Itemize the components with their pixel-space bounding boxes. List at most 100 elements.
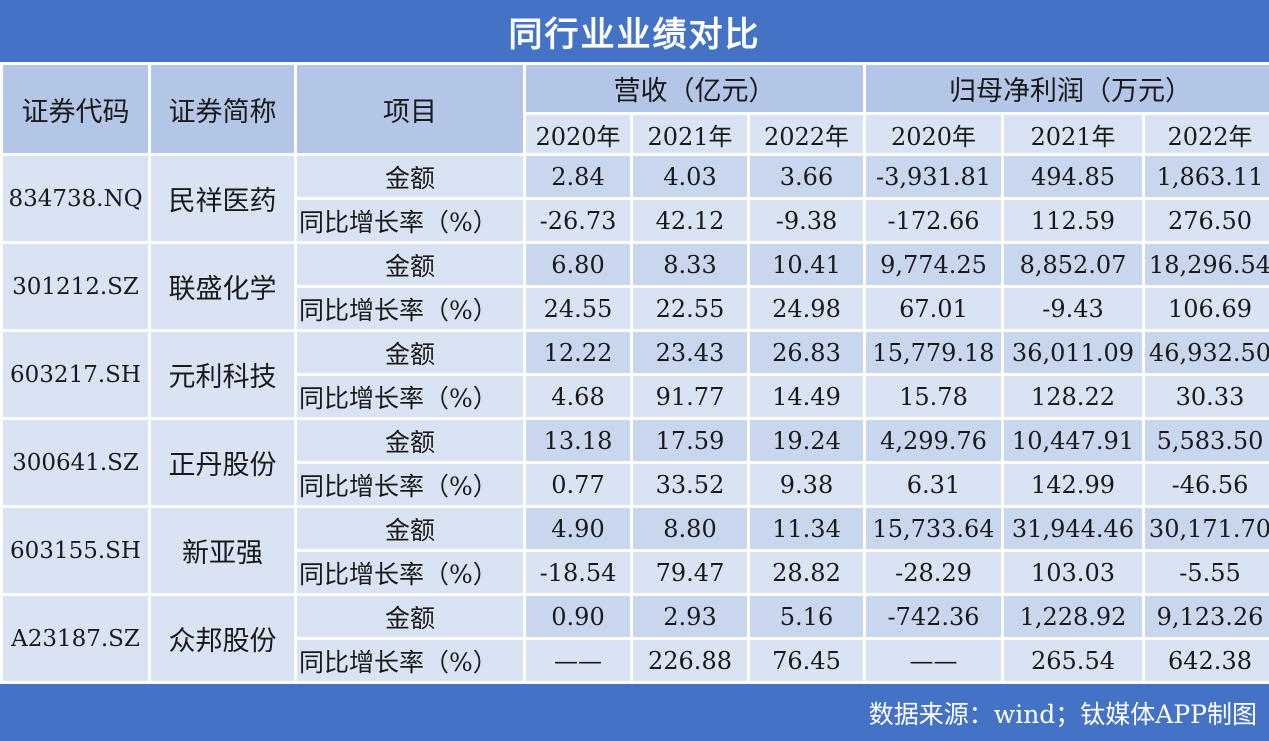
amount-cell: 4.90 (526, 508, 630, 549)
item-label-yoy: 同比增长率（%） (297, 640, 523, 681)
security-name: 民祥医药 (151, 156, 294, 241)
table-row: A23187.SZ 众邦股份 金额 0.90 2.93 5.16 -742.36 1,228.… (3, 596, 1269, 681)
source-footer: 数据来源：wind；钛媒体APP制图 (0, 684, 1269, 741)
item-label-yoy: 同比增长率（%） (297, 200, 523, 241)
yoy-cell: 33.52 (633, 464, 747, 505)
yoy-cell: -5.55 (1145, 552, 1269, 593)
yoy-cell: -46.56 (1145, 464, 1269, 505)
amount-cell: 36,011.09 (1004, 332, 1142, 373)
amount-cell: 2.93 (633, 596, 747, 637)
yoy-cell: -26.73 (526, 200, 630, 241)
amount-cell: 19.24 (750, 420, 863, 461)
security-name: 众邦股份 (151, 596, 294, 681)
security-code: A23187.SZ (3, 596, 148, 681)
amount-cell: 46,932.50 (1145, 332, 1269, 373)
amount-cell: 31,944.46 (1004, 508, 1142, 549)
amount-cell: 0.90 (526, 596, 630, 637)
amount-cell: 30,171.70 (1145, 508, 1269, 549)
amount-cell: 15,733.64 (866, 508, 1001, 549)
amount-cell: 15,779.18 (866, 332, 1001, 373)
yoy-cell: 30.33 (1145, 376, 1269, 417)
yoy-cell: 24.55 (526, 288, 630, 329)
amount-cell: 8.80 (633, 508, 747, 549)
item-label-yoy: 同比增长率（%） (297, 288, 523, 329)
yoy-cell: 24.98 (750, 288, 863, 329)
header-year-profit-2021: 2021年 (1004, 115, 1142, 153)
yoy-cell: 79.47 (633, 552, 747, 593)
yoy-cell: 265.54 (1004, 640, 1142, 681)
header-code: 证券代码 (3, 65, 148, 153)
header-item: 项目 (297, 65, 523, 153)
item-label-yoy: 同比增长率（%） (297, 464, 523, 505)
amount-cell: 13.18 (526, 420, 630, 461)
table-row: 603155.SH 新亚强 金额 4.90 8.80 11.34 15,733.64 31,9… (3, 508, 1269, 593)
yoy-cell: 22.55 (633, 288, 747, 329)
amount-cell: 17.59 (633, 420, 747, 461)
yoy-cell: 28.82 (750, 552, 863, 593)
amount-cell: 26.83 (750, 332, 863, 373)
table-row: 603217.SH 元利科技 金额 12.22 23.43 26.83 15,779.18 3… (3, 332, 1269, 417)
yoy-cell: 103.03 (1004, 552, 1142, 593)
item-label-amount: 金额 (297, 596, 523, 637)
security-name: 联盛化学 (151, 244, 294, 329)
table-row: 同比增长率（%） -18.54 79.47 28.82 -28.29 103.03 -5.5… (3, 552, 1269, 593)
security-code: 603217.SH (3, 332, 148, 417)
security-code: 603155.SH (3, 508, 148, 593)
item-label-yoy: 同比增长率（%） (297, 552, 523, 593)
page-title: 同行业业绩对比 (0, 0, 1269, 62)
yoy-cell: 112.59 (1004, 200, 1142, 241)
header-revenue-group: 营收（亿元） (526, 65, 863, 112)
amount-cell: 9,123.26 (1145, 596, 1269, 637)
header-year-revenue-2022: 2022年 (750, 115, 863, 153)
security-code: 834738.NQ (3, 156, 148, 241)
amount-cell: 4.03 (633, 156, 747, 197)
yoy-cell: -9.43 (1004, 288, 1142, 329)
yoy-cell: 128.22 (1004, 376, 1142, 417)
yoy-cell: 9.38 (750, 464, 863, 505)
header-year-profit-2022: 2022年 (1145, 115, 1269, 153)
header-year-revenue-2021: 2021年 (633, 115, 747, 153)
header-profit-group: 归母净利润（万元） (866, 65, 1269, 112)
header-name: 证券简称 (151, 65, 294, 153)
table-row: 同比增长率（%） 4.68 91.77 14.49 15.78 128.22 30.33 (3, 376, 1269, 417)
yoy-cell: 67.01 (866, 288, 1001, 329)
yoy-cell: —— (526, 640, 630, 681)
amount-cell: 23.43 (633, 332, 747, 373)
item-label-amount: 金额 (297, 244, 523, 285)
amount-cell: 18,296.54 (1145, 244, 1269, 285)
amount-cell: 10.41 (750, 244, 863, 285)
amount-cell: 494.85 (1004, 156, 1142, 197)
security-name: 新亚强 (151, 508, 294, 593)
amount-cell: 4,299.76 (866, 420, 1001, 461)
item-label-amount: 金额 (297, 420, 523, 461)
amount-cell: 10,447.91 (1004, 420, 1142, 461)
amount-cell: 3.66 (750, 156, 863, 197)
yoy-cell: 6.31 (866, 464, 1001, 505)
yoy-cell: 91.77 (633, 376, 747, 417)
table-row: 同比增长率（%） 0.77 33.52 9.38 6.31 142.99 -46.56 (3, 464, 1269, 505)
item-label-amount: 金额 (297, 508, 523, 549)
yoy-cell: -9.38 (750, 200, 863, 241)
table-row: 同比增长率（%） -26.73 42.12 -9.38 -172.66 112.59 276… (3, 200, 1269, 241)
table-row: 834738.NQ 民祥医药 金额 2.84 4.03 3.66 -3,931.81 494.… (3, 156, 1269, 241)
table-row: 同比增长率（%） 24.55 22.55 24.98 67.01 -9.43 106.69 (3, 288, 1269, 329)
performance-table: 证券代码 证券简称 项目 营收（亿元） 归母净利润（万元） 2020年 2021… (0, 62, 1269, 684)
amount-cell: 8.33 (633, 244, 747, 285)
yoy-cell: 142.99 (1004, 464, 1142, 505)
yoy-cell: —— (866, 640, 1001, 681)
item-label-amount: 金额 (297, 156, 523, 197)
table-row: 301212.SZ 联盛化学 金额 6.80 8.33 10.41 9,774.25 8,85… (3, 244, 1269, 329)
yoy-cell: -172.66 (866, 200, 1001, 241)
amount-cell: 6.80 (526, 244, 630, 285)
amount-cell: 8,852.07 (1004, 244, 1142, 285)
yoy-cell: 276.50 (1145, 200, 1269, 241)
amount-cell: 11.34 (750, 508, 863, 549)
amount-cell: 12.22 (526, 332, 630, 373)
yoy-cell: 15.78 (866, 376, 1001, 417)
amount-cell: 2.84 (526, 156, 630, 197)
amount-cell: -3,931.81 (866, 156, 1001, 197)
amount-cell: 9,774.25 (866, 244, 1001, 285)
item-label-amount: 金额 (297, 332, 523, 373)
table-row: 300641.SZ 正丹股份 金额 13.18 17.59 19.24 4,299.76 10… (3, 420, 1269, 505)
